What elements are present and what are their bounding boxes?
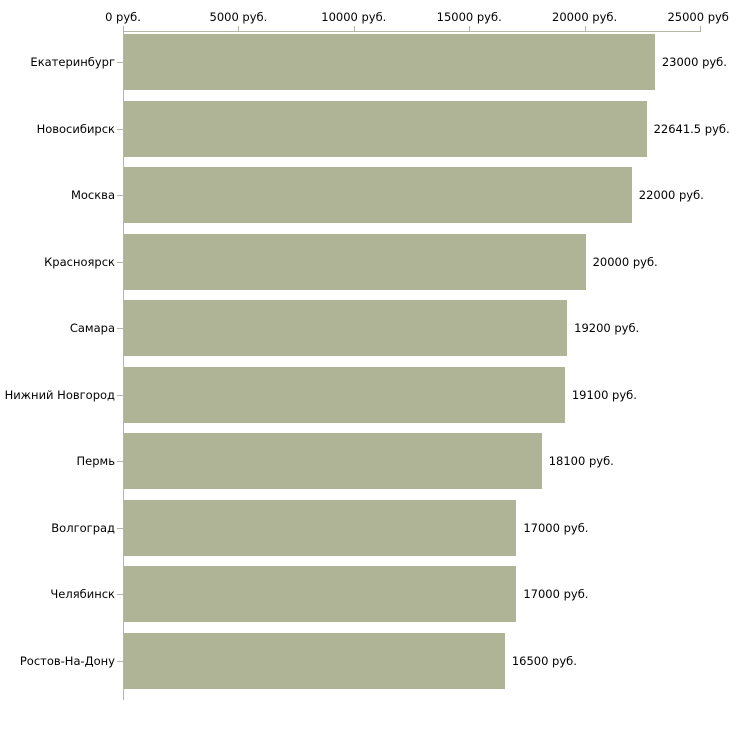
bar-value-label: 22641.5 руб.: [653, 121, 730, 136]
category-label: Пермь: [76, 454, 115, 468]
bar[interactable]: [124, 366, 565, 423]
bar-value-label: 22000 руб.: [638, 188, 704, 202]
x-axis-tick-label: 20000 руб.: [552, 10, 618, 24]
bar[interactable]: [124, 499, 517, 556]
y-axis-tick: [117, 461, 123, 462]
bar-value-label: 23000 руб.: [661, 55, 727, 69]
category-label: Екатеринбург: [30, 55, 115, 69]
bar[interactable]: [124, 34, 655, 90]
category-label: Волгоград: [51, 520, 115, 535]
x-axis-tick-label: 15000 руб.: [436, 10, 502, 24]
category-label: Нижний Новгород: [4, 387, 115, 402]
x-axis-tick-label: 0 руб.: [105, 10, 141, 24]
bar[interactable]: [124, 632, 505, 689]
bar-value-label: 18100 руб.: [548, 454, 614, 468]
x-axis-tick: [353, 26, 355, 32]
x-axis-line: [123, 31, 700, 32]
x-axis-tick: [238, 26, 240, 32]
x-axis-tick: [469, 26, 471, 32]
x-axis-tick-label: 10000 руб.: [321, 10, 387, 24]
y-axis-tick: [117, 594, 123, 595]
bar-value-label: 17000 руб.: [523, 587, 589, 601]
bar[interactable]: [124, 300, 568, 356]
bar-value-label: 17000 руб.: [523, 520, 589, 535]
y-axis-tick: [117, 528, 123, 529]
category-label: Новосибирск: [36, 121, 115, 136]
x-axis-tick-label: 25000 руб.: [667, 10, 730, 24]
y-axis-line: [123, 31, 124, 700]
y-axis-tick: [117, 129, 123, 130]
bar-value-label: 19200 руб.: [574, 321, 640, 335]
y-axis-tick: [117, 195, 123, 196]
bar[interactable]: [124, 233, 586, 290]
x-axis-tick: [584, 26, 586, 32]
y-axis-tick: [117, 661, 123, 662]
category-label: Москва: [70, 188, 115, 202]
category-label: Красноярск: [44, 254, 115, 269]
bar[interactable]: [124, 566, 517, 622]
category-label: Ростов-На-Дону: [19, 653, 115, 668]
bar[interactable]: [124, 167, 632, 223]
y-axis-tick: [117, 328, 123, 329]
category-label: Челябинск: [50, 587, 115, 601]
y-axis-tick: [117, 395, 123, 396]
bar-value-label: 19100 руб.: [571, 387, 637, 402]
y-axis-tick: [117, 262, 123, 263]
bar-value-label: 20000 руб.: [592, 254, 658, 269]
x-axis-tick: [700, 26, 701, 32]
category-label: Самара: [69, 321, 115, 335]
x-axis-tick-label: 5000 руб.: [209, 10, 268, 24]
bar-value-label: 16500 руб.: [511, 653, 577, 668]
y-axis-tick: [117, 62, 123, 63]
x-axis-tick: [123, 26, 124, 32]
bar[interactable]: [124, 433, 542, 489]
bar[interactable]: [124, 100, 647, 157]
